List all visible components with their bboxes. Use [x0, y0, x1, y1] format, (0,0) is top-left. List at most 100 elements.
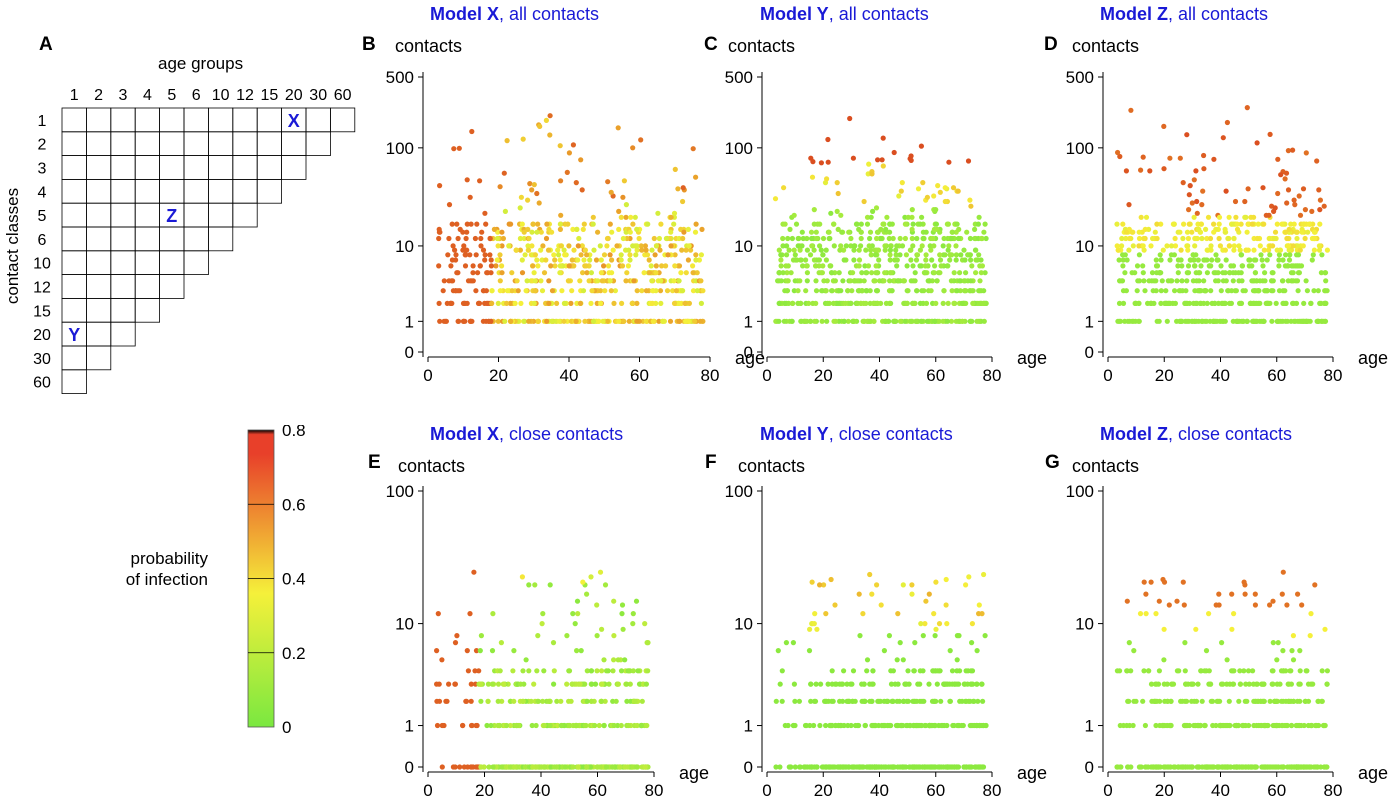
data-point [804, 263, 810, 269]
data-point [795, 243, 801, 249]
data-point [819, 288, 825, 294]
data-point [621, 178, 628, 184]
data-point [881, 221, 887, 227]
data-point [436, 263, 442, 269]
data-point [1230, 278, 1236, 284]
data-point [963, 270, 969, 276]
y-axis-label: contacts [728, 36, 796, 56]
data-point [543, 257, 549, 263]
data-point [1317, 197, 1323, 203]
data-point [671, 300, 678, 306]
data-point [868, 214, 874, 220]
data-point [795, 288, 801, 294]
data-point [590, 318, 597, 324]
data-point [476, 300, 483, 306]
data-point [1286, 247, 1292, 253]
data-point [1136, 318, 1142, 324]
data-point [673, 288, 680, 294]
data-point [630, 145, 636, 151]
data-point [791, 288, 797, 294]
data-point [1324, 247, 1330, 253]
age-group-label: 5 [167, 87, 176, 104]
data-point [944, 318, 951, 324]
data-point [1199, 698, 1205, 704]
data-point [1169, 681, 1175, 687]
grid-cell [207, 226, 234, 252]
y-tick-label: 100 [725, 139, 753, 158]
data-point [1206, 668, 1212, 674]
data-point [436, 226, 442, 232]
data-point [852, 278, 858, 284]
data-point [945, 263, 951, 269]
data-point [670, 288, 676, 294]
data-point [1159, 278, 1165, 284]
data-point [1242, 591, 1248, 597]
data-point [566, 243, 572, 249]
data-point [786, 247, 792, 253]
data-point [1122, 270, 1128, 276]
data-point [1119, 278, 1125, 284]
data-point [675, 186, 681, 192]
data-point [919, 243, 925, 249]
data-point [1246, 257, 1252, 263]
data-point [518, 194, 525, 200]
data-point [608, 288, 614, 294]
data-point [1323, 278, 1329, 284]
data-point [1237, 681, 1243, 687]
data-point [525, 226, 531, 232]
data-point [834, 300, 840, 306]
data-point [937, 270, 943, 276]
data-point [908, 278, 914, 284]
data-point [1182, 668, 1188, 674]
data-point [912, 278, 918, 284]
data-point [856, 247, 862, 253]
data-point [863, 288, 870, 294]
y-tick-label: 500 [725, 68, 753, 87]
data-point [600, 318, 606, 324]
data-point [668, 243, 674, 249]
data-point [605, 263, 612, 269]
data-point [899, 243, 906, 249]
data-point [932, 318, 938, 324]
data-point [663, 263, 669, 269]
data-point [890, 235, 896, 242]
data-point [817, 221, 823, 227]
data-point [900, 278, 906, 284]
data-point [1116, 257, 1122, 263]
data-point [1262, 288, 1268, 294]
data-point [826, 229, 832, 235]
data-point [929, 257, 935, 263]
data-point [1298, 764, 1304, 770]
data-point [1193, 235, 1199, 242]
data-point [843, 243, 849, 249]
data-point [1120, 221, 1126, 227]
data-point [1239, 263, 1245, 269]
data-point [1208, 681, 1214, 687]
data-point [522, 252, 528, 258]
data-point [1299, 229, 1305, 235]
data-point [1260, 263, 1266, 269]
data-point [642, 243, 649, 249]
data-point [568, 300, 574, 306]
x-tick-label: 20 [489, 366, 508, 385]
data-point [1285, 148, 1291, 154]
data-point [1164, 243, 1170, 249]
data-point [621, 318, 627, 324]
data-point [1186, 192, 1192, 198]
data-point [849, 288, 855, 294]
data-point [1276, 263, 1282, 269]
data-point [579, 243, 585, 249]
data-point [1192, 263, 1198, 269]
data-point [948, 318, 955, 324]
data-point [933, 300, 939, 306]
data-point [547, 132, 553, 138]
data-point [1204, 270, 1210, 276]
data-point [790, 300, 796, 306]
data-point [1220, 764, 1226, 770]
data-point [1236, 243, 1242, 249]
y-tick-label: 0 [405, 343, 414, 362]
x-tick-label: 60 [1267, 366, 1286, 385]
data-point [895, 278, 902, 284]
data-point [488, 318, 494, 324]
data-point [1259, 257, 1265, 263]
